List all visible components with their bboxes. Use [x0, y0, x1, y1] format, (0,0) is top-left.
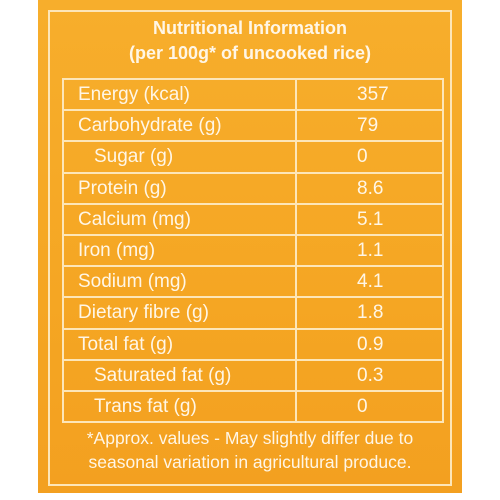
panel-frame: [48, 10, 452, 486]
table-row: Sugar (g) 0: [64, 140, 442, 172]
nutrient-value: 0.3: [357, 364, 384, 386]
nutrient-label: Total fat (g): [64, 329, 297, 359]
nutrient-label: Dietary fibre (g): [64, 298, 297, 328]
table-row: Carbohydrate (g) 79: [64, 109, 442, 141]
table-row: Dietary fibre (g) 1.8: [64, 296, 442, 328]
nutrient-value: 8.6: [357, 177, 384, 199]
table-row: Calcium (mg) 5.1: [64, 202, 442, 234]
nutrient-value: 357: [357, 84, 389, 105]
subtitle: (per 100g* of uncooked rice): [128, 43, 372, 63]
nutrient-value: 1.8: [357, 302, 384, 324]
footer-line: seasonal variation in agricultural produ…: [88, 452, 412, 472]
nutrient-label: Saturated fat (g): [64, 360, 297, 390]
footer-line: *Approx. values - May slightly differ du…: [86, 428, 414, 448]
nutrition-table: Energy (kcal) 357 Carbohydrate (g) 79 Sugar …: [62, 78, 444, 424]
nutrient-label: Energy (kcal): [64, 80, 297, 110]
nutrient-label: Sodium (mg): [64, 267, 297, 297]
title: Nutritional Information: [153, 18, 347, 38]
nutrient-label: Sugar (g): [64, 142, 297, 172]
nutrient-value: 79: [357, 115, 379, 137]
nutrient-value: 0: [357, 395, 368, 417]
nutrient-value: 1.1: [357, 239, 384, 261]
table-row: Protein (g) 8.6: [64, 171, 442, 203]
table-row: Trans fat (g) 0: [64, 389, 442, 422]
nutrient-label: Calcium (mg): [64, 204, 297, 234]
nutrition-panel: Nutritional Information (per 100g* of un…: [38, 0, 462, 493]
nutrient-value: 5.1: [357, 208, 384, 230]
table-row: Total fat (g) 0.9: [64, 327, 442, 359]
table-row: Iron (mg) 1.1: [64, 233, 442, 266]
table-row: Saturated fat (g) 0.3: [64, 358, 442, 390]
nutrient-value: 0.9: [357, 333, 384, 355]
table-row: Energy (kcal) 357: [64, 80, 442, 110]
nutrient-label: Carbohydrate (g): [64, 111, 297, 141]
nutrient-value: 0: [357, 146, 368, 168]
table-row: Sodium (mg) 4.1: [64, 265, 442, 297]
nutrient-label: Iron (mg): [64, 235, 297, 266]
nutrient-value: 4.1: [357, 271, 384, 293]
nutrient-label: Protein (g): [64, 173, 297, 203]
nutrient-label: Trans fat (g): [64, 391, 297, 422]
